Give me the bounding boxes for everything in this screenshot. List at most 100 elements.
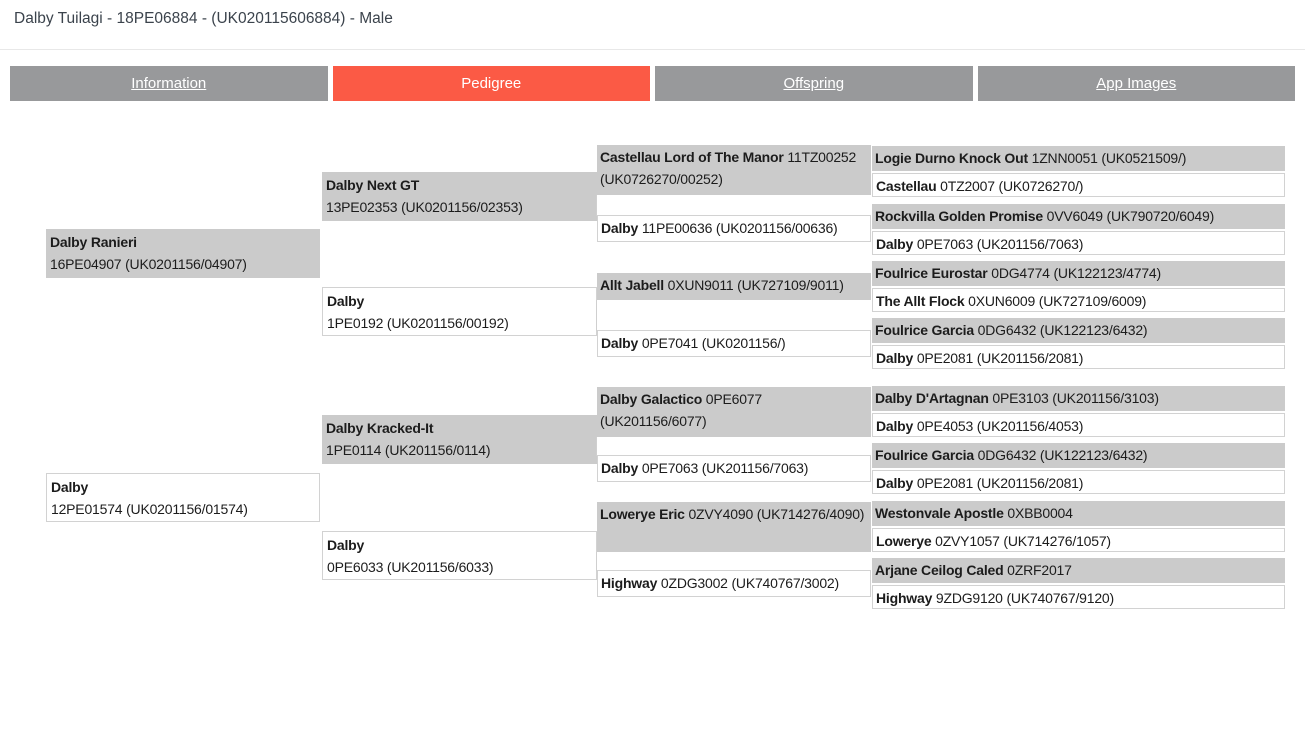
connector-line (596, 195, 597, 216)
animal-name: Dalby (601, 460, 639, 476)
animal-name: Castellau Lord of The Manor (600, 149, 784, 165)
animal-name: Logie Durno Knock Out (875, 150, 1028, 166)
animal-code: 0ZVY4090 (UK714276/4090) (688, 506, 865, 522)
animal-name: Westonvale Apostle (875, 505, 1004, 521)
animal-name: Dalby (601, 335, 639, 351)
animal-name: Dalby Kracked-It (326, 420, 434, 436)
connector-line (596, 300, 597, 331)
connector-line (596, 437, 597, 456)
pedigree-box: Foulrice Eurostar 0DG4774 (UK122123/4774… (872, 261, 1285, 286)
animal-name: Dalby Galactico (600, 391, 703, 407)
animal-name: Dalby D'Artagnan (875, 390, 989, 406)
pedigree-box: Dalby D'Artagnan 0PE3103 (UK201156/3103) (872, 386, 1285, 411)
animal-code: 0ZDG3002 (UK740767/3002) (660, 575, 839, 591)
animal-code: 1PE0192 (UK0201156/00192) (327, 315, 509, 331)
pedigree-box: Dalby Kracked-It 1PE0114 (UK201156/0114) (322, 415, 597, 464)
tab-pedigree[interactable]: Pedigree (332, 66, 650, 101)
tab-app-images-label: App Images (1096, 75, 1177, 92)
pedigree-box: Foulrice Garcia 0DG6432 (UK122123/6432) (872, 318, 1285, 343)
animal-code: 0PE4053 (UK201156/4053) (916, 418, 1084, 434)
tab-bar: Information Pedigree Offspring App Image… (10, 66, 1295, 101)
pedigree-box: Dalby Ranieri 16PE04907 (UK0201156/04907… (46, 229, 320, 278)
animal-code: 16PE04907 (UK0201156/04907) (50, 256, 247, 272)
pedigree-box: Lowerye Eric 0ZVY4090 (UK714276/4090) (597, 502, 871, 552)
animal-name: Allt Jabell (600, 277, 664, 293)
animal-name: Foulrice Garcia (875, 322, 974, 338)
animal-code: 0PE7041 (UK0201156/) (641, 335, 786, 351)
pedigree-box: Dalby 0PE6033 (UK201156/6033) (322, 531, 597, 580)
animal-name: Dalby (876, 418, 914, 434)
pedigree-box: Dalby 11PE00636 (UK0201156/00636) (597, 215, 871, 242)
animal-code: 9ZDG9120 (UK740767/9120) (935, 590, 1114, 606)
animal-code: 0XUN6009 (UK727109/6009) (968, 293, 1147, 309)
animal-name: Dalby Ranieri (50, 234, 137, 250)
pedigree-box: Dalby 0PE2081 (UK201156/2081) (872, 345, 1285, 369)
animal-name: Castellau (876, 178, 937, 194)
pedigree-box: Allt Jabell 0XUN9011 (UK727109/9011) (597, 273, 871, 300)
animal-name: Dalby (876, 350, 914, 366)
page-title: Dalby Tuilagi - 18PE06884 - (UK020115606… (14, 10, 393, 27)
tab-information[interactable]: Information (10, 66, 328, 101)
animal-name: Dalby (51, 479, 89, 495)
animal-code: 0PE6077 (UK201156/6077) (600, 391, 762, 429)
animal-code: 0DG6432 (UK122123/6432) (977, 447, 1148, 463)
animal-code: 0VV6049 (UK790720/6049) (1046, 208, 1215, 224)
animal-code: 0ZVY1057 (UK714276/1057) (935, 533, 1111, 549)
pedigree-box: Dalby 1PE0192 (UK0201156/00192) (322, 287, 597, 336)
animal-code: 0PE6033 (UK201156/6033) (327, 559, 494, 575)
pedigree-box: Westonvale Apostle 0XBB0004 (872, 501, 1285, 526)
animal-name: Dalby (327, 537, 365, 553)
animal-code: 1PE0114 (UK201156/0114) (326, 442, 491, 458)
pedigree-box: Foulrice Garcia 0DG6432 (UK122123/6432) (872, 443, 1285, 468)
animal-name: Dalby (876, 236, 914, 252)
animal-code: 0PE7063 (UK201156/7063) (916, 236, 1084, 252)
tab-information-label: Information (131, 75, 207, 92)
animal-name: Dalby (327, 293, 365, 309)
pedigree-box: Dalby 0PE7063 (UK201156/7063) (872, 231, 1285, 255)
animal-code: 0TZ2007 (UK0726270/) (940, 178, 1084, 194)
animal-name: Lowerye Eric (600, 506, 685, 522)
pedigree-box: Lowerye 0ZVY1057 (UK714276/1057) (872, 528, 1285, 552)
animal-code: 0PE2081 (UK201156/2081) (916, 475, 1084, 491)
pedigree-box: Highway 0ZDG3002 (UK740767/3002) (597, 570, 871, 597)
header: Dalby Tuilagi - 18PE06884 - (UK020115606… (0, 0, 1305, 50)
pedigree-box: Logie Durno Knock Out 1ZNN0051 (UK052150… (872, 146, 1285, 171)
pedigree-box: Arjane Ceilog Caled 0ZRF2017 (872, 558, 1285, 583)
pedigree-box: Dalby Galactico 0PE6077 (UK201156/6077) (597, 387, 871, 437)
animal-name: Rockvilla Golden Promise (875, 208, 1043, 224)
animal-code: 0PE2081 (UK201156/2081) (916, 350, 1084, 366)
animal-name: Dalby (876, 475, 914, 491)
pedigree-box: Dalby Next GT 13PE02353 (UK0201156/02353… (322, 172, 597, 221)
pedigree-box: Castellau 0TZ2007 (UK0726270/) (872, 173, 1285, 197)
pedigree-box: Highway 9ZDG9120 (UK740767/9120) (872, 585, 1285, 609)
animal-name: Lowerye (876, 533, 932, 549)
pedigree-box: Dalby 12PE01574 (UK0201156/01574) (46, 473, 320, 522)
animal-code: 0DG6432 (UK122123/6432) (977, 322, 1148, 338)
animal-name: Highway (876, 590, 933, 606)
animal-code: 0XBB0004 (1007, 505, 1073, 521)
animal-code: 0XUN9011 (UK727109/9011) (667, 277, 844, 293)
pedigree-tree: Dalby Ranieri 16PE04907 (UK0201156/04907… (0, 101, 1305, 747)
animal-name: The Allt Flock (876, 293, 965, 309)
animal-code: 0DG4774 (UK122123/4774) (991, 265, 1161, 281)
tab-app-images[interactable]: App Images (977, 66, 1295, 101)
animal-code: 0ZRF2017 (1007, 562, 1072, 578)
animal-name: Dalby Next GT (326, 177, 420, 193)
animal-code: 13PE02353 (UK0201156/02353) (326, 199, 523, 215)
pedigree-box: Castellau Lord of The Manor 11TZ00252 (U… (597, 145, 871, 195)
tab-offspring-label: Offspring (783, 75, 845, 92)
pedigree-box: Dalby 0PE7041 (UK0201156/) (597, 330, 871, 357)
pedigree-box: Dalby 0PE7063 (UK201156/7063) (597, 455, 871, 482)
animal-name: Foulrice Garcia (875, 447, 974, 463)
tab-offspring[interactable]: Offspring (655, 66, 973, 101)
connector-line (596, 552, 597, 571)
animal-code: 0PE3103 (UK201156/3103) (992, 390, 1159, 406)
animal-code: 0PE7063 (UK201156/7063) (641, 460, 809, 476)
animal-name: Highway (601, 575, 658, 591)
animal-code: 12PE01574 (UK0201156/01574) (51, 501, 248, 517)
pedigree-box: The Allt Flock 0XUN6009 (UK727109/6009) (872, 288, 1285, 312)
pedigree-box: Dalby 0PE4053 (UK201156/4053) (872, 413, 1285, 437)
pedigree-box: Rockvilla Golden Promise 0VV6049 (UK7907… (872, 204, 1285, 229)
animal-name: Arjane Ceilog Caled (875, 562, 1004, 578)
animal-code: 11PE00636 (UK0201156/00636) (641, 220, 838, 236)
